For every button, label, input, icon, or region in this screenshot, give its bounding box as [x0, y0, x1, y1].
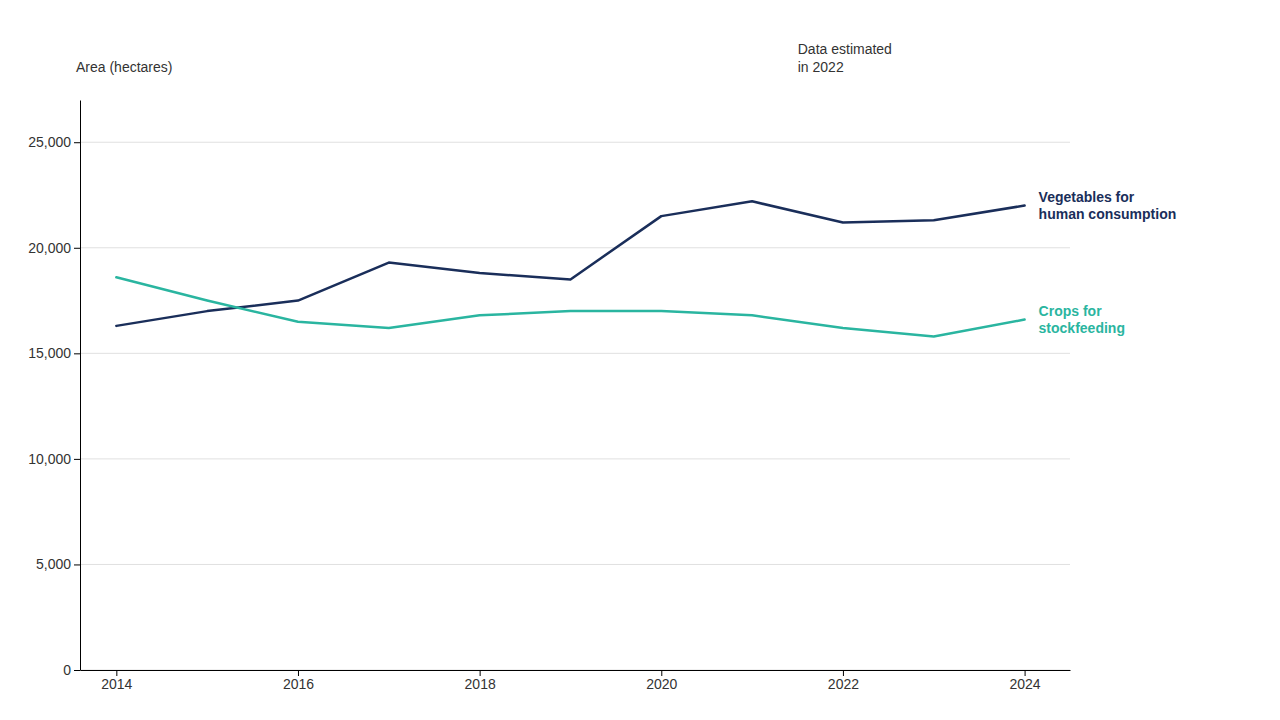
y-tick-mark [74, 670, 80, 671]
y-tick-mark [74, 353, 80, 354]
x-tick: 2014 [101, 670, 132, 692]
y-axis: 0 5,000 10,000 15,000 20,000 25,000 [28, 101, 80, 678]
text-line: Data estimated [798, 41, 892, 57]
text-line: in 2022 [798, 59, 844, 75]
y-tick-label: 0 [63, 662, 71, 678]
x-tick: 2022 [828, 670, 859, 692]
y-tick-label: 5,000 [36, 556, 71, 572]
y-tick-mark [74, 142, 80, 143]
y-tick: 15,000 [28, 345, 80, 361]
text-line: human consumption [1039, 206, 1177, 222]
y-tick: 25,000 [28, 134, 80, 150]
text-line: stockfeeding [1039, 320, 1125, 336]
text-line: Crops for [1039, 303, 1103, 319]
x-axis-line [81, 670, 1071, 671]
plot: 05,00010,00015,00020,00025,0002014201620… [28, 101, 1176, 692]
y-tick-mark [74, 248, 80, 249]
x-tick-label: 2020 [646, 676, 677, 692]
grid-line [80, 353, 1070, 354]
y-tick-mark [74, 564, 80, 565]
grid [80, 142, 1070, 670]
series-label: Vegetables forhuman consumption [1039, 189, 1177, 223]
y-axis-title: Area (hectares) [76, 59, 172, 75]
y-tick: 0 [63, 662, 80, 678]
y-tick-label: 10,000 [28, 451, 71, 467]
annotation: Data estimated in 2022 [798, 41, 892, 75]
y-tick-label: 15,000 [28, 345, 71, 361]
x-tick-label: 2016 [283, 676, 314, 692]
text-line: Vegetables for [1039, 189, 1135, 205]
series-group [116, 201, 1024, 336]
y-tick-mark [74, 459, 80, 460]
y-tick: 5,000 [36, 556, 80, 572]
grid-line [80, 670, 1070, 671]
x-tick-label: 2014 [101, 676, 132, 692]
x-tick-label: 2022 [828, 676, 859, 692]
series-line [116, 201, 1024, 326]
x-tick-label: 2018 [465, 676, 496, 692]
grid-line [80, 458, 1070, 459]
chart: 05,00010,00015,00020,00025,0002014201620… [0, 0, 1280, 720]
grid-line [80, 142, 1070, 143]
x-tick: 2016 [283, 670, 314, 692]
grid-line [80, 564, 1070, 565]
y-tick: 20,000 [28, 240, 80, 256]
series-label: Crops forstockfeeding [1039, 303, 1125, 337]
x-tick: 2024 [1010, 670, 1041, 692]
x-tick: 2018 [465, 670, 496, 692]
x-tick: 2020 [646, 670, 677, 692]
y-tick-label: 25,000 [28, 134, 71, 150]
x-tick-label: 2024 [1010, 676, 1041, 692]
series-labels: Vegetables forhuman consumption Crops for… [1039, 189, 1177, 337]
y-tick-label: 20,000 [28, 240, 71, 256]
grid-line [80, 247, 1070, 248]
x-axis: 2014 2016 2018 2020 2022 2024 [81, 670, 1071, 692]
y-axis-line [80, 101, 81, 671]
series-line [116, 277, 1024, 336]
y-tick: 10,000 [28, 451, 80, 467]
